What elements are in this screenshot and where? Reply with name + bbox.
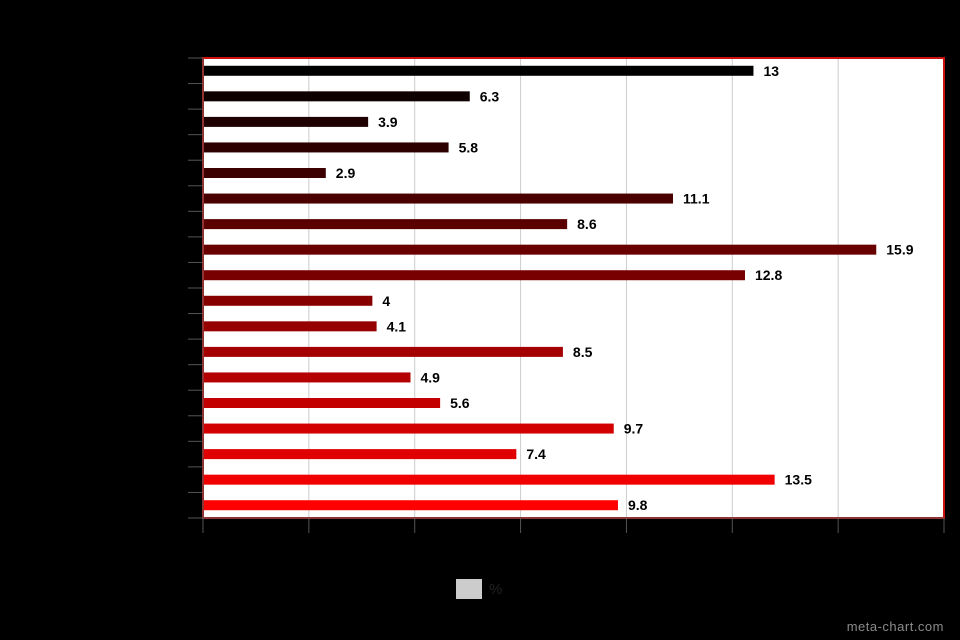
legend: % [456,579,502,599]
bar [203,500,618,511]
bar [203,244,877,255]
bar [203,321,377,332]
bar-value-label: 4.1 [387,318,407,334]
bar-value-label: 2.9 [336,165,356,181]
plot-area [203,58,944,518]
bar-value-label: 13 [763,63,779,79]
axes [188,57,945,533]
bar-value-label: 13.5 [785,472,812,488]
legend-swatch [456,579,482,599]
grid-lines [308,58,839,518]
bar-value-label: 15.9 [886,242,913,258]
legend-label: % [489,580,503,598]
bar-value-label: 3.9 [378,114,398,130]
watermark: meta-chart.com [846,619,944,634]
bar [203,91,470,102]
bar [203,270,745,281]
bar-value-label: 9.7 [624,421,644,437]
bar [203,423,614,434]
bar [203,142,449,153]
bar [203,116,369,127]
bar [203,168,326,178]
bar-value-label: 8.6 [577,216,597,232]
bar [203,346,563,357]
bar [203,193,674,204]
bar [203,219,568,230]
bar [203,449,517,460]
bar [203,398,441,408]
bar-value-label: 4.9 [420,369,440,385]
bar-value-label: 12.8 [755,267,782,283]
bar [203,295,373,306]
bar [203,372,411,383]
bar-value-label: 6.3 [480,88,500,104]
bar-value-label: 5.8 [459,139,479,155]
bar-value-label: 11.1 [683,191,710,207]
bar-value-label: 5.6 [450,395,470,411]
bar-value-label: 8.5 [573,344,593,360]
bar [203,65,754,76]
bar-value-label: 9.8 [628,497,648,513]
bar-value-label: 7.4 [526,446,546,462]
data-labels: 13 6.3 3.9 5.8 2.9 11.1 8.6 15.9 12.8 4 4.1 8.5 4.9 5… [336,63,914,513]
bars [203,65,877,511]
bar [203,474,775,485]
bar-value-label: 4 [382,293,390,309]
